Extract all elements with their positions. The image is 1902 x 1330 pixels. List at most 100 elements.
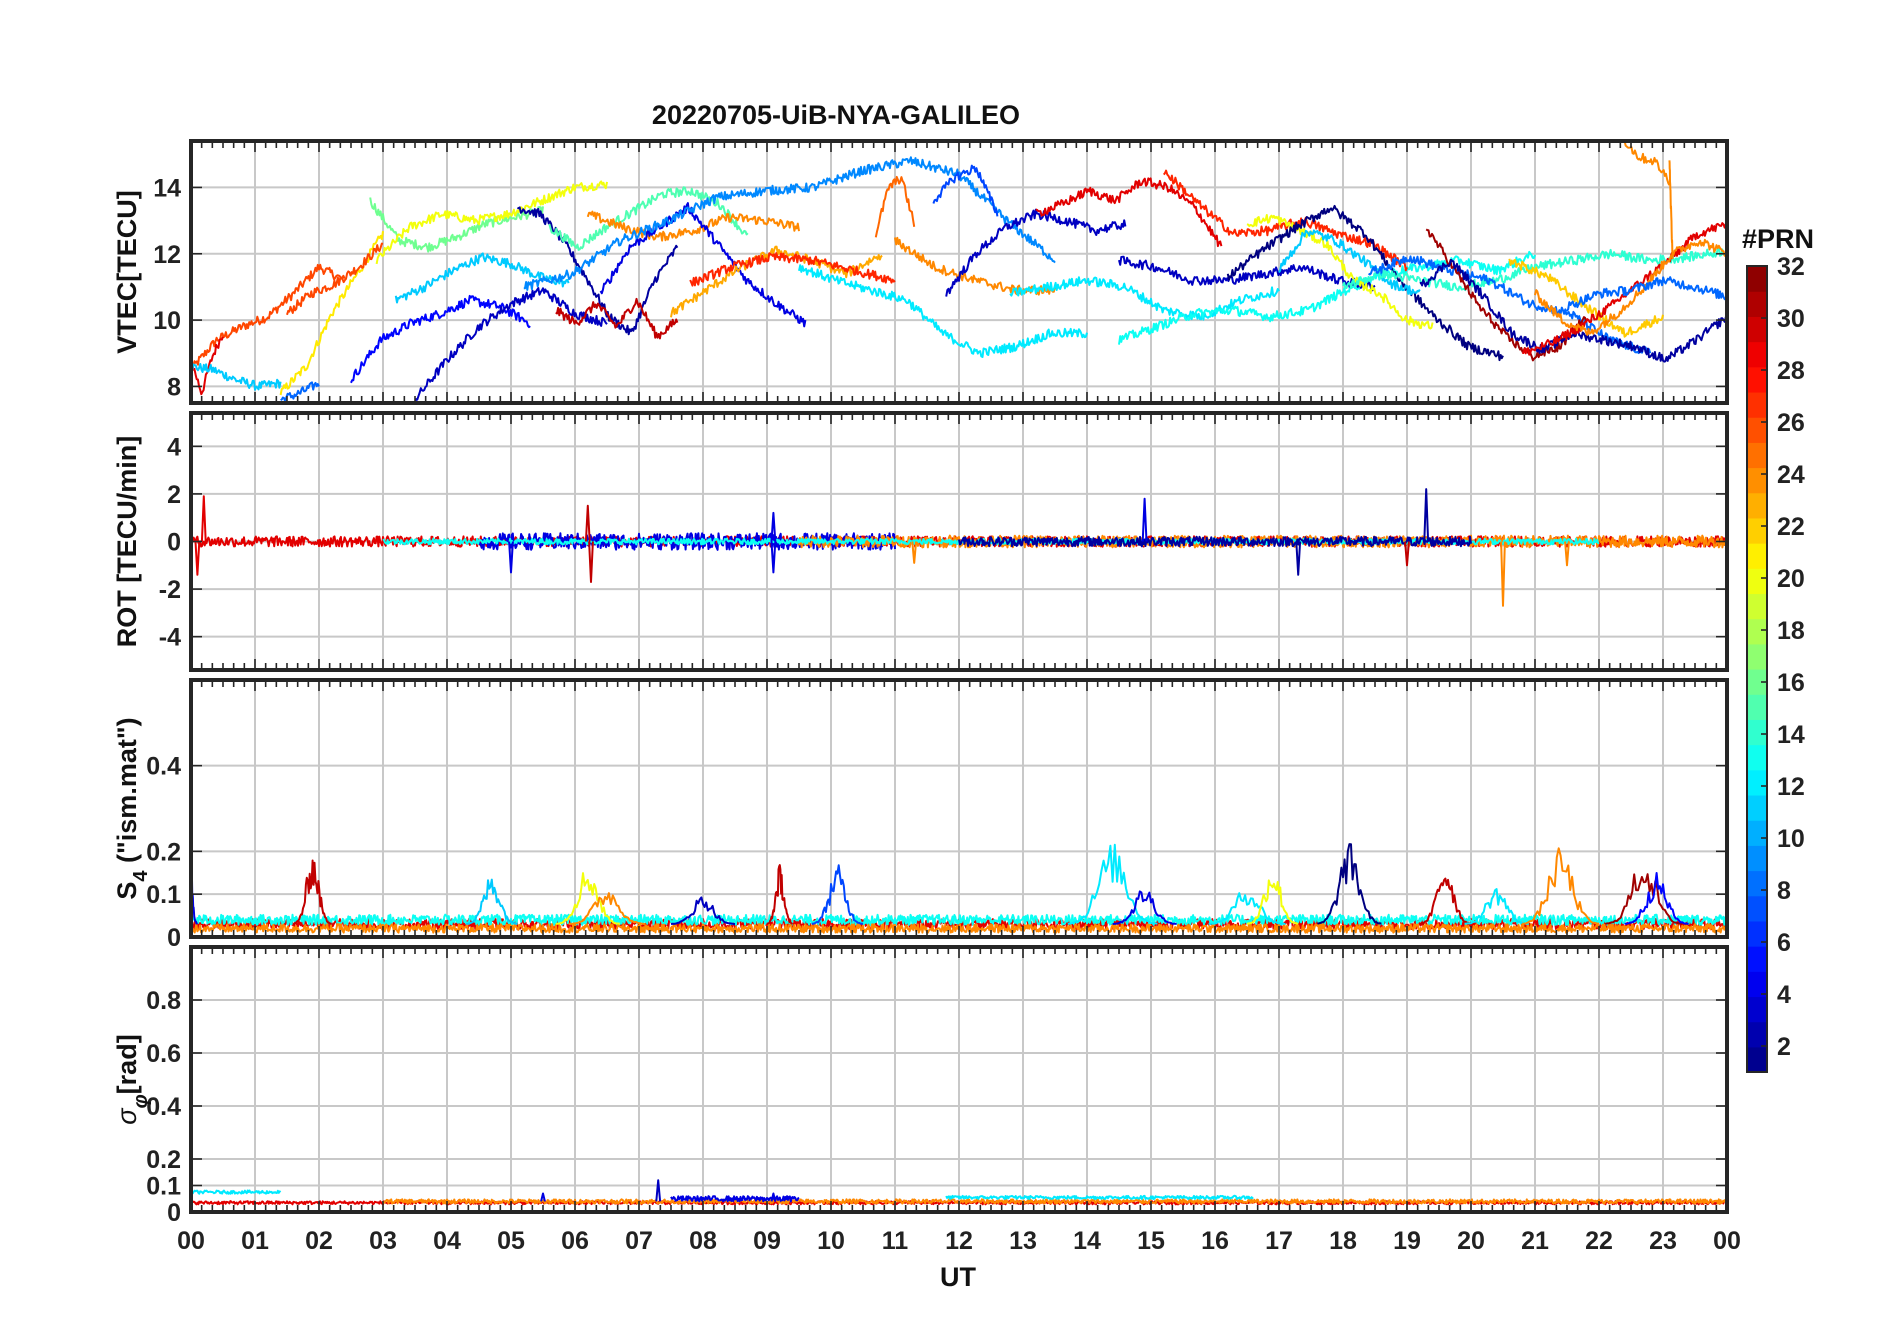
colorbar-tick-label: 18: [1777, 617, 1805, 645]
colorbar-band: [1747, 895, 1767, 922]
colorbar-tick-label: 20: [1777, 565, 1805, 593]
rot-spike-prn-30: [1404, 541, 1410, 567]
panel-sigma_phi: 00.10.2 0.4 0.6 0.8 σφ[rad] 00 01 02 03 04 05 06 07 0…: [112, 945, 1741, 1255]
colorbar-band: [1747, 996, 1767, 1023]
vtec-ytick-label: 14: [153, 174, 181, 202]
x-tick-label: 07: [625, 1227, 653, 1255]
colorbar-tick-label: 16: [1777, 669, 1805, 697]
s4-ytick-label: 0.4: [146, 753, 181, 781]
colorbar-tick-label: 22: [1777, 513, 1805, 541]
sigma_phi-ytick-label: 0.6: [146, 1040, 181, 1068]
x-tick-label: 16: [1201, 1227, 1229, 1255]
vtec-series-prn-7: [932, 164, 999, 217]
rot-spike-prn-30: [588, 541, 594, 583]
x-tick-label: 02: [305, 1227, 333, 1255]
vtec-ylabel: VTEC[TECU]: [112, 190, 142, 354]
s4-ytick-label: 0: [167, 924, 181, 952]
s4-ytick-label: 0.1: [146, 881, 181, 909]
colorbar-band: [1747, 291, 1767, 317]
s4-burst-prn-20: [1246, 879, 1299, 925]
vtec-series-prn-24: [1623, 141, 1671, 186]
colorbar-band: [1747, 845, 1767, 872]
colorbar-band: [1747, 920, 1767, 947]
x-tick-label: 04: [433, 1227, 461, 1255]
vtec-series-prn-24: [1534, 238, 1727, 336]
chart-title: 20220705-UiB-NYA-GALILEO: [652, 100, 1020, 130]
vtec-series-prn-20: [375, 180, 608, 265]
sigma_phi-spike-prn-3: [655, 1179, 662, 1202]
vtec-series-prn-29: [191, 336, 224, 396]
vtec-series-prn-3: [414, 287, 608, 403]
vtec-series-prn-11: [1278, 229, 1421, 296]
vtec-ytick-label: 12: [153, 241, 181, 269]
colorbar-band: [1747, 593, 1767, 620]
vtec-series-prn-11: [394, 252, 570, 304]
sigma_phi-spike-prn-4: [770, 1192, 777, 1202]
colorbar-band: [1747, 266, 1767, 292]
x-tick-label: 22: [1585, 1227, 1613, 1255]
vtec-series-prn-29: [1035, 177, 1223, 248]
x-tick-label: 21: [1521, 1227, 1549, 1255]
s4-burst-prn-30: [293, 859, 332, 925]
x-tick-label: 01: [241, 1227, 269, 1255]
sigma_phi-ytick-label: 0.8: [146, 987, 181, 1015]
vtec-series-prn-23: [670, 245, 883, 318]
vtec-series-prn-24: [1668, 160, 1674, 260]
vtec-series-prn-1: [1226, 204, 1504, 362]
colorbar-tick-label: 26: [1777, 409, 1805, 437]
vtec-series-prn-8: [1566, 276, 1727, 312]
s4-burst-prn-30: [1419, 877, 1472, 925]
colorbar-band: [1747, 543, 1767, 569]
s4-burst-prn-4: [191, 879, 199, 925]
colorbar-band: [1747, 971, 1767, 998]
colorbar-band: [1747, 391, 1767, 418]
x-tick-label: 08: [689, 1227, 717, 1255]
sigma_phi-series-prn-24: [382, 1198, 1727, 1205]
x-tick-label: 06: [561, 1227, 589, 1255]
rot-spike-prn-24: [1500, 541, 1506, 607]
colorbar-band: [1747, 1021, 1767, 1048]
vtec-series-prn-9: [523, 156, 1056, 291]
rot-spike-prn-4: [770, 511, 777, 542]
x-tick-label: 15: [1137, 1227, 1165, 1255]
s4-burst-prn-12: [1464, 888, 1529, 925]
sigma_phi-series-prn-12: [945, 1194, 1254, 1200]
rot-spike-prn-29: [200, 495, 207, 542]
rot-spike-prn-2: [1423, 488, 1430, 542]
rot-spike-prn-4: [1141, 497, 1148, 542]
rot-spike-prn-30: [584, 504, 591, 542]
sigma_phi-ticks: [190, 947, 1728, 1213]
s4-burst-prn-11: [466, 878, 518, 925]
colorbar-band: [1747, 669, 1767, 695]
rot-series-prn-2: [958, 535, 1472, 548]
vtec-series-prn-26: [286, 242, 384, 316]
sigma_phi-ytick-label: 0: [167, 1199, 181, 1227]
vtec-series-prn-29: [1522, 222, 1727, 356]
s4-burst-prn-12: [1208, 892, 1286, 925]
colorbar-tick-label: 10: [1777, 825, 1805, 853]
x-tick-label: 23: [1649, 1227, 1677, 1255]
vtec-series-prn-30: [555, 297, 679, 340]
vtec-series-prn-15: [548, 186, 749, 251]
colorbar-band: [1747, 618, 1767, 645]
x-tick-label: 19: [1393, 1227, 1421, 1255]
s4-burst-prn-24: [1522, 847, 1599, 925]
colorbar-band: [1747, 316, 1767, 343]
panel-s4: 0 0.1 0.2 0.4S4 ("ism.mat"): [112, 678, 1729, 952]
vtec-series-prn-2: [1419, 258, 1727, 363]
rot-ylabel: ROT [TECU/min]: [112, 436, 142, 647]
vtec-series-prn-20: [1246, 214, 1434, 330]
colorbar-tick-label: 32: [1777, 253, 1805, 281]
colorbar-band: [1747, 719, 1767, 746]
vtec-series-prn-4: [599, 202, 807, 328]
sigma_phi-ylabel: σφ[rad]: [112, 1034, 152, 1124]
s4-burst-prn-5: [1624, 872, 1689, 925]
s4-series-prn-13: [191, 913, 1727, 926]
colorbar-band: [1747, 643, 1767, 670]
colorbar-tick-label: 30: [1777, 305, 1805, 333]
x-tick-label: 18: [1329, 1227, 1357, 1255]
s4-burst-prn-3: [670, 896, 736, 925]
vtec-series-prn-27: [1163, 169, 1408, 272]
colorbar-frame: [1746, 265, 1768, 1073]
